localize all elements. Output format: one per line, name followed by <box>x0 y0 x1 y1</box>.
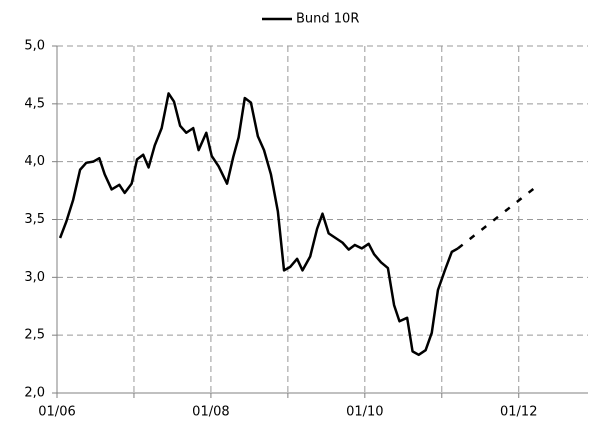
y-tick-label: 2,5 <box>24 328 45 343</box>
x-tick-label: 01/06 <box>38 405 75 420</box>
y-tick-label: 3,0 <box>24 270 45 285</box>
x-tick-label: 01/10 <box>346 405 383 420</box>
y-tick-label: 5,0 <box>24 39 45 54</box>
x-tick-label: 01/12 <box>500 405 537 420</box>
x-tick-label: 01/08 <box>192 405 229 420</box>
line-series <box>457 186 537 250</box>
y-tick-label: 3,5 <box>24 212 45 227</box>
line-series <box>58 92 459 357</box>
y-tick-label: 2,0 <box>24 386 45 401</box>
legend-label: Bund 10R <box>296 12 359 27</box>
y-tick-label: 4,0 <box>24 154 45 169</box>
y-tick-label: 4,5 <box>24 96 45 111</box>
